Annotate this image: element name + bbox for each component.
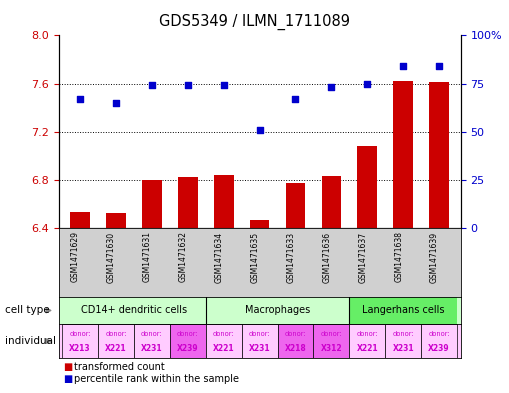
Text: GDS5349 / ILMN_1711089: GDS5349 / ILMN_1711089 [159, 14, 350, 30]
Bar [357, 146, 377, 228]
Bar [385, 324, 421, 358]
Text: Langerhans cells: Langerhans cells [362, 305, 444, 316]
Bar [206, 324, 242, 358]
Bar [349, 324, 385, 358]
Text: donor:: donor: [285, 331, 306, 337]
Point [112, 99, 120, 106]
Text: donor:: donor: [356, 331, 378, 337]
Point [184, 82, 192, 88]
Bar [322, 176, 341, 228]
Text: X213: X213 [69, 344, 91, 353]
Text: X239: X239 [428, 344, 450, 353]
Bar [70, 212, 90, 228]
Bar [170, 324, 206, 358]
Point [399, 63, 407, 69]
Text: X231: X231 [249, 344, 270, 353]
Bar [314, 324, 349, 358]
Text: X312: X312 [321, 344, 342, 353]
Bar [62, 324, 98, 358]
Text: X221: X221 [356, 344, 378, 353]
Bar [286, 184, 305, 228]
Text: donor:: donor: [69, 331, 91, 337]
Point [327, 84, 335, 90]
Point [256, 127, 264, 133]
Text: donor:: donor: [392, 331, 414, 337]
Text: X221: X221 [213, 344, 235, 353]
Text: donor:: donor: [428, 331, 450, 337]
Bar [134, 324, 170, 358]
Text: GSM1471636: GSM1471636 [322, 231, 331, 283]
Text: GSM1471631: GSM1471631 [143, 231, 152, 283]
Text: donor:: donor: [141, 331, 163, 337]
Bar [178, 177, 197, 228]
Text: transformed count: transformed count [74, 362, 164, 373]
Point [363, 80, 372, 86]
Text: donor:: donor: [177, 331, 199, 337]
Text: CD14+ dendritic cells: CD14+ dendritic cells [81, 305, 187, 316]
Text: GSM1471639: GSM1471639 [430, 231, 439, 283]
Bar [98, 324, 134, 358]
Text: donor:: donor: [105, 331, 127, 337]
Text: X231: X231 [392, 344, 414, 353]
Text: X239: X239 [177, 344, 199, 353]
Bar [214, 175, 234, 228]
Text: GSM1471633: GSM1471633 [287, 231, 296, 283]
Text: GSM1471632: GSM1471632 [179, 231, 188, 283]
Text: percentile rank within the sample: percentile rank within the sample [74, 374, 239, 384]
Text: X221: X221 [105, 344, 127, 353]
Bar [62, 297, 206, 324]
Text: X218: X218 [285, 344, 306, 353]
Text: ■: ■ [64, 362, 73, 373]
Bar [421, 324, 457, 358]
Point [435, 63, 443, 69]
Text: GSM1471629: GSM1471629 [71, 231, 80, 283]
Text: X231: X231 [141, 344, 163, 353]
Text: GSM1471635: GSM1471635 [250, 231, 260, 283]
Text: donor:: donor: [321, 331, 342, 337]
Point [76, 96, 84, 102]
Point [148, 82, 156, 88]
Text: individual: individual [5, 336, 56, 346]
Bar [242, 324, 277, 358]
Text: cell type: cell type [5, 305, 50, 316]
Text: GSM1471638: GSM1471638 [394, 231, 403, 283]
Bar [206, 297, 349, 324]
Text: ■: ■ [64, 374, 73, 384]
Point [219, 82, 228, 88]
Text: GSM1471634: GSM1471634 [215, 231, 223, 283]
Bar [349, 297, 457, 324]
Bar [429, 82, 449, 228]
Point [292, 96, 300, 102]
Bar [393, 81, 413, 228]
Text: donor:: donor: [213, 331, 235, 337]
Text: GSM1471637: GSM1471637 [358, 231, 367, 283]
Text: Macrophages: Macrophages [245, 305, 310, 316]
Bar [142, 180, 162, 228]
Bar [277, 324, 314, 358]
Bar [106, 213, 126, 228]
Bar [250, 220, 269, 228]
Text: GSM1471630: GSM1471630 [107, 231, 116, 283]
Text: donor:: donor: [249, 331, 270, 337]
